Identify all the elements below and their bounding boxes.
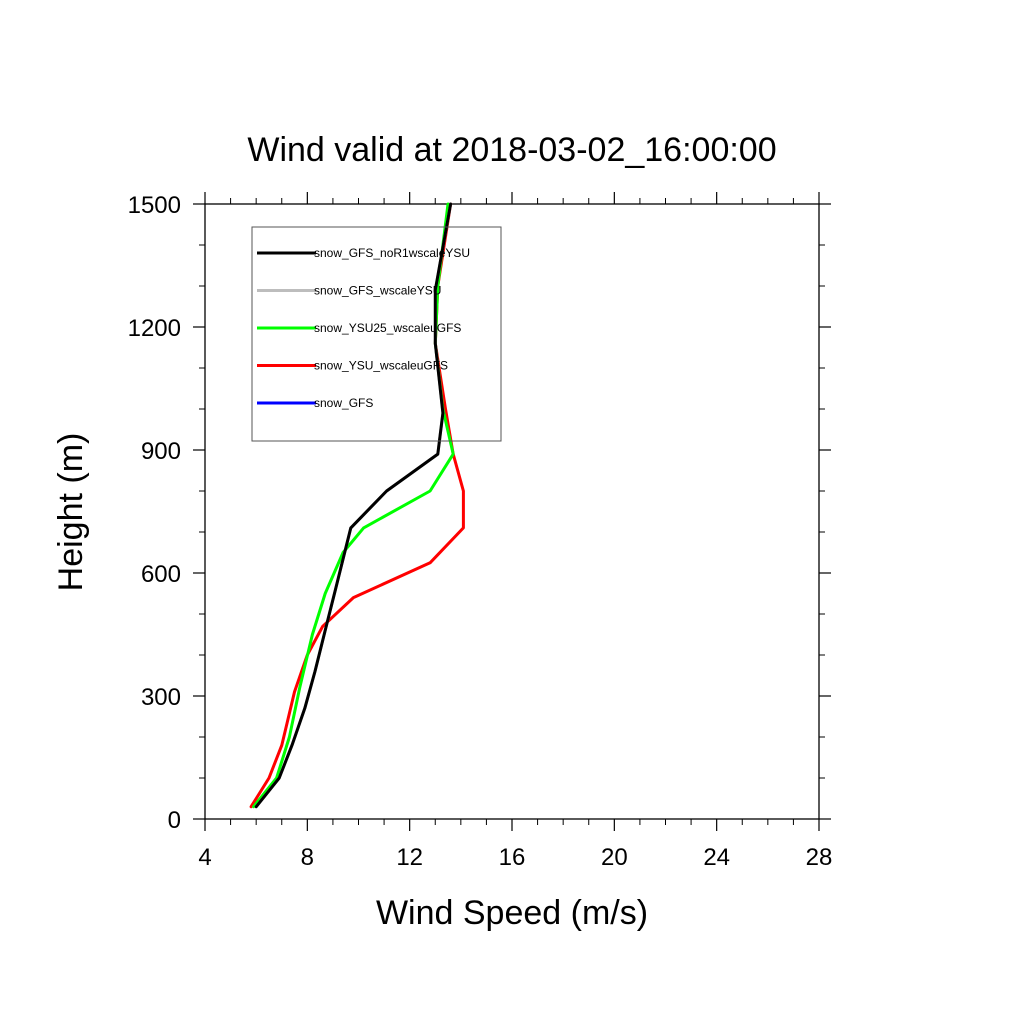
legend-label: snow_YSU_wscaleuGFS — [314, 359, 448, 373]
y-tick-label: 1200 — [128, 315, 181, 342]
chart-title: Wind valid at 2018-03-02_16:00:00 — [247, 131, 776, 169]
legend-label: snow_GFS_noR1wscaleYSU — [314, 246, 470, 260]
y-tick-label: 0 — [168, 807, 181, 834]
x-tick-label: 24 — [703, 844, 730, 871]
legend-label: snow_GFS_wscaleYSU — [314, 284, 441, 298]
x-tick-label: 28 — [806, 844, 833, 871]
x-tick-label: 4 — [198, 844, 211, 871]
legend-label: snow_YSU25_wscaleuGFS — [314, 321, 461, 335]
y-tick-label: 300 — [141, 684, 181, 711]
y-tick-label: 1500 — [128, 192, 181, 219]
x-tick-label: 8 — [301, 844, 314, 871]
y-tick-label: 900 — [141, 438, 181, 465]
series-line-snow_GFS_noR1wscaleYSU — [254, 202, 453, 809]
x-tick-label: 12 — [396, 844, 423, 871]
x-tick-label: 16 — [499, 844, 526, 871]
y-tick-label: 600 — [141, 561, 181, 588]
x-axis-label: Wind Speed (m/s) — [376, 894, 648, 932]
legend-label: snow_GFS — [314, 396, 373, 410]
y-axis-label: Height (m) — [52, 433, 90, 592]
x-tick-label: 20 — [601, 844, 628, 871]
legend-box — [251, 226, 502, 442]
legend: snow_GFS_noR1wscaleYSU snow_GFS_wscaleYSU… — [251, 226, 502, 442]
